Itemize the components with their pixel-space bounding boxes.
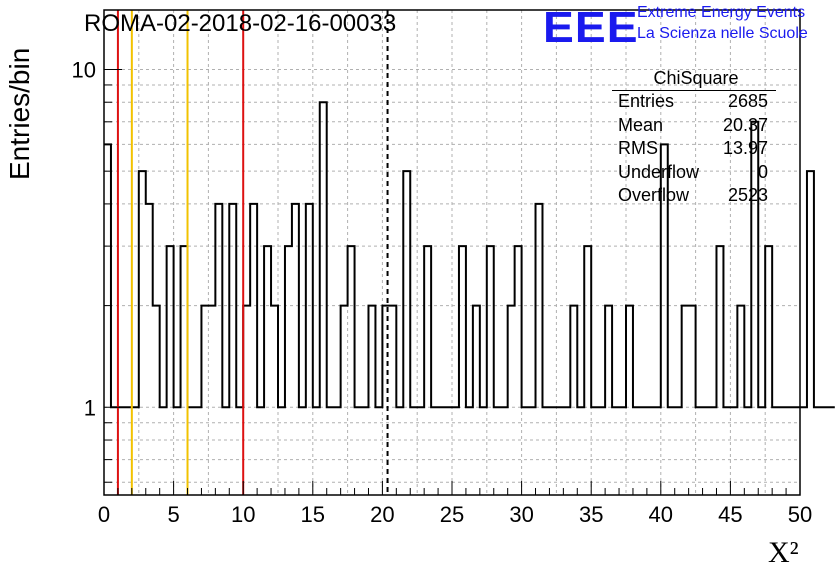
y-tick-label: 10 <box>72 57 96 82</box>
stats-row: Underflow 0 <box>612 162 776 186</box>
stats-value: 2685 <box>727 91 768 111</box>
x-tick-label: 10 <box>231 502 255 527</box>
x-tick-label: 0 <box>98 502 110 527</box>
stats-value: 2523 <box>727 185 768 205</box>
x-tick-label: 5 <box>167 502 179 527</box>
logo-line-2: La Scienza nelle Scuole <box>637 25 808 42</box>
eee-logo: EEE <box>543 3 639 52</box>
x-tick-label: 25 <box>440 502 464 527</box>
x-tick-label: 40 <box>649 502 673 527</box>
stats-value: 20.37 <box>722 114 768 135</box>
stats-value: 13.97 <box>722 138 768 158</box>
histogram-bins <box>104 101 835 409</box>
stats-row: Entries 2685 <box>612 91 776 115</box>
x-tick-label: 30 <box>509 502 533 527</box>
x-tick-label: 20 <box>370 502 394 527</box>
x-tick-label: 15 <box>301 502 325 527</box>
stats-row: Overflow 2523 <box>612 185 776 209</box>
x-tick-label: 45 <box>718 502 742 527</box>
histogram-title: ROMA-02-2018-02-16-00033 <box>84 10 397 37</box>
y-tick-label: 1 <box>84 395 96 420</box>
x-tick-label: 50 <box>788 502 812 527</box>
stats-row: Mean 20.37 <box>612 115 776 139</box>
stats-key: Entries <box>618 91 675 111</box>
x-tick-label: 35 <box>579 502 603 527</box>
stats-key: RMS <box>618 138 658 158</box>
logo-line-1: Extreme Energy Events <box>637 4 806 21</box>
stats-value: 0 <box>757 161 768 182</box>
stats-key: Mean <box>618 114 664 135</box>
stats-box: ChiSquare Entries 2685 Mean 20.37 RMS 13… <box>612 68 776 209</box>
stats-key: Underflow <box>618 161 700 182</box>
x-axis-label: X² <box>768 536 799 569</box>
stats-title: ChiSquare <box>612 68 776 91</box>
stats-key: Overflow <box>618 185 690 205</box>
stats-row: RMS 13.97 <box>612 138 776 162</box>
y-axis-label: Entries/bin <box>4 47 35 180</box>
